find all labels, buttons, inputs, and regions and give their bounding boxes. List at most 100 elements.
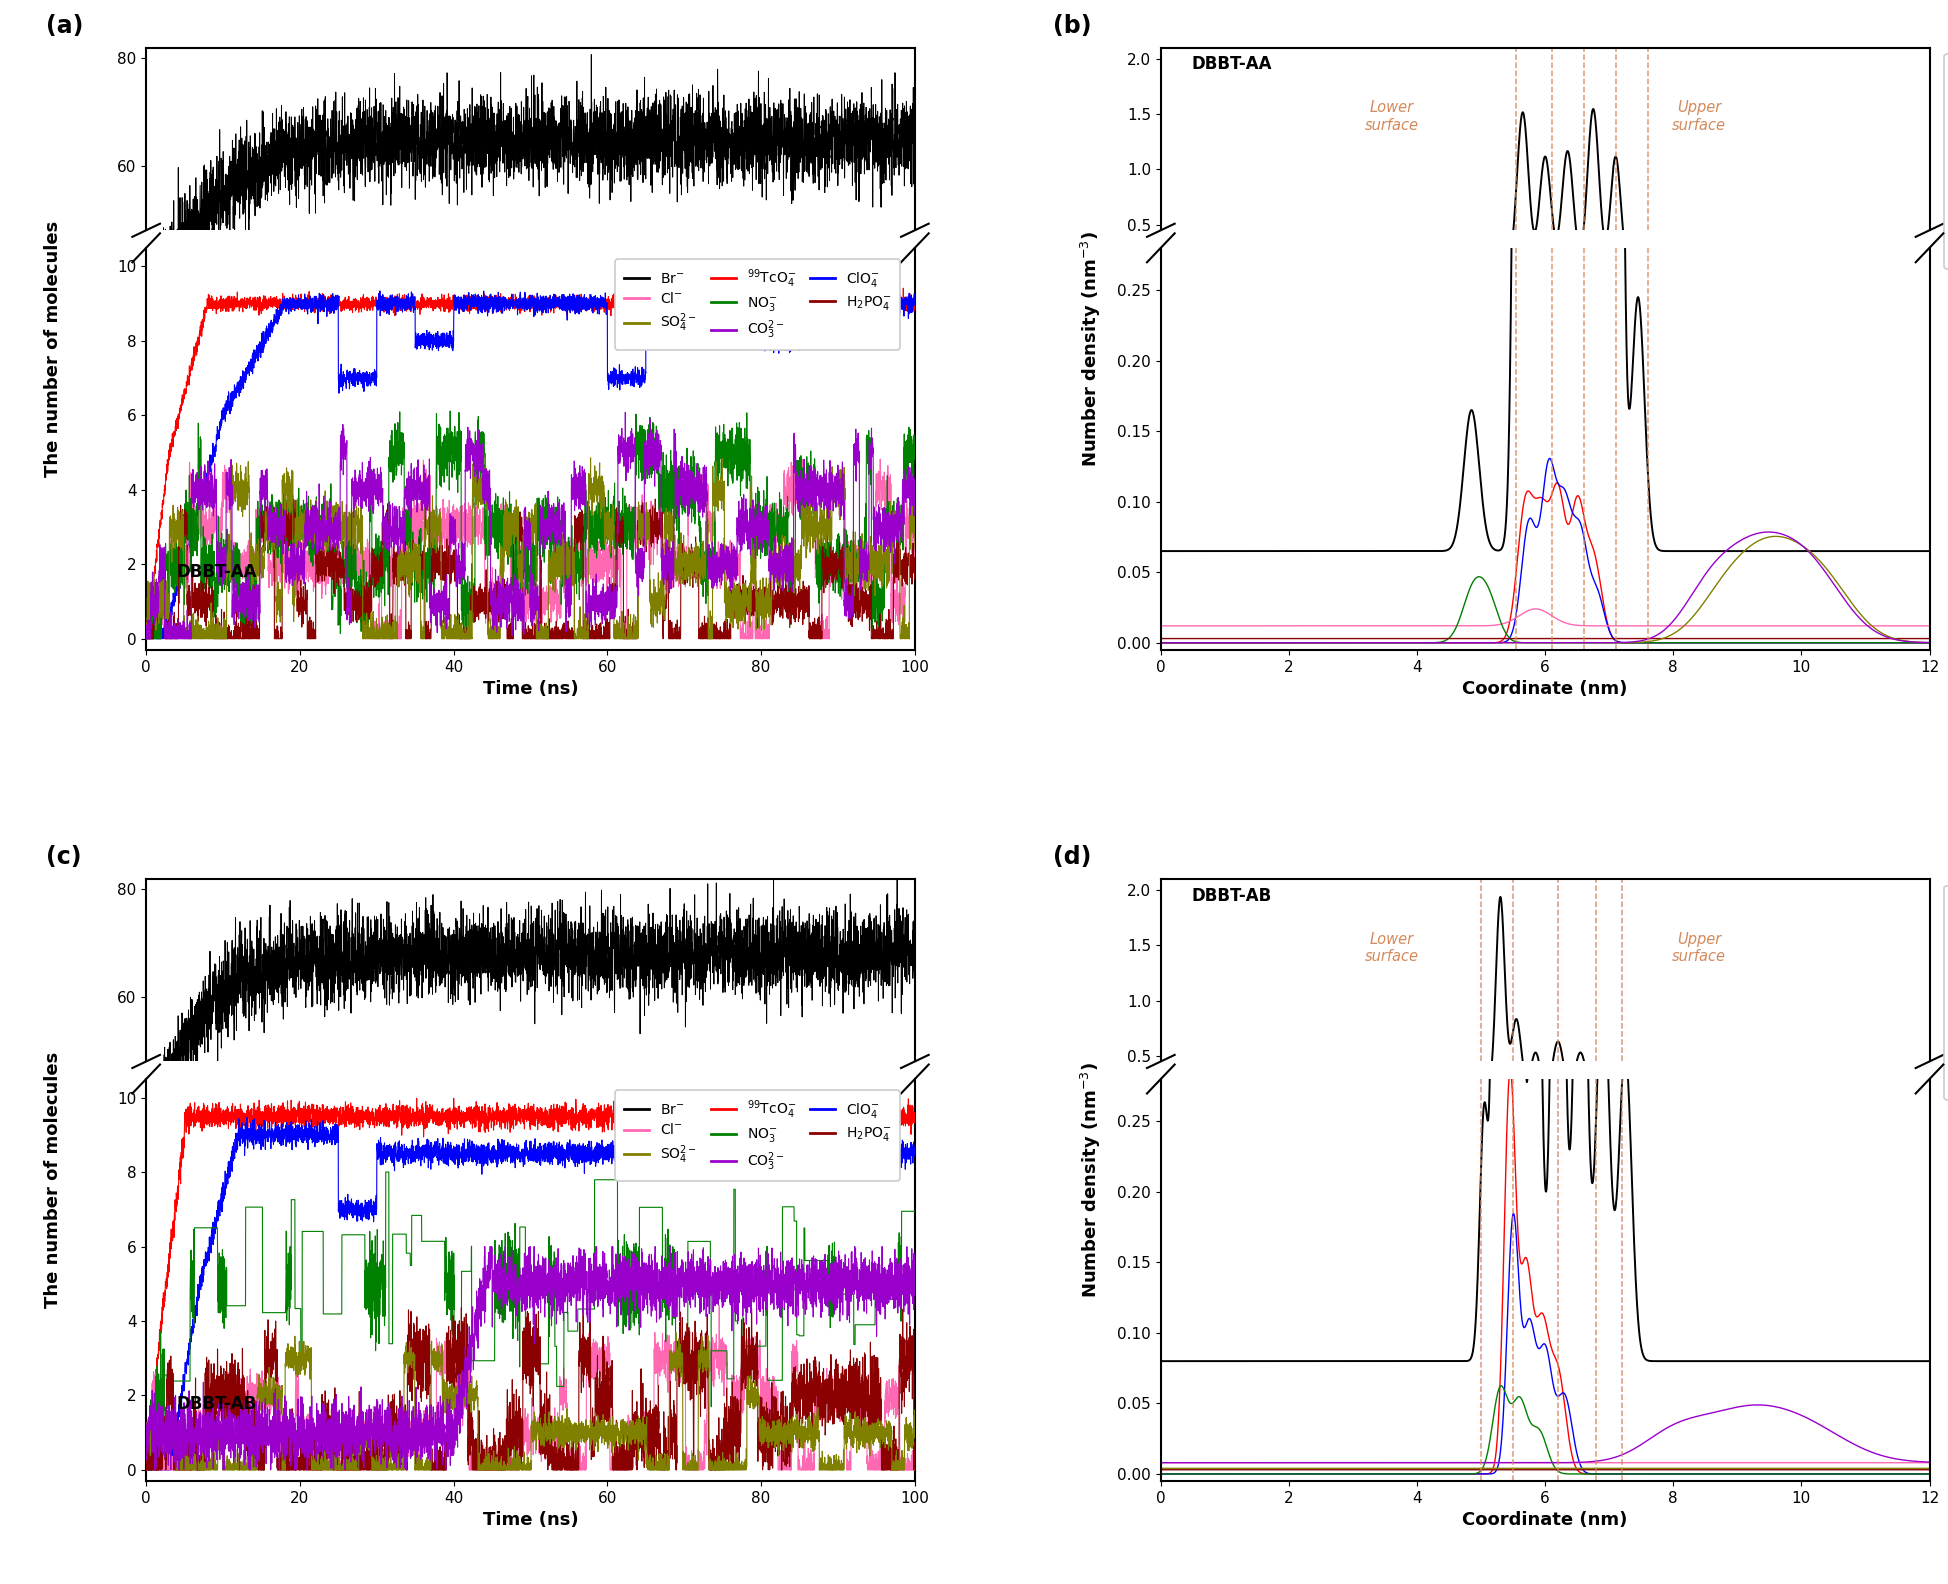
H$_2$PO$_4^{-}$ <box>1895 1460 1919 1479</box>
SO$_4^{2-}$ <box>1521 1459 1545 1478</box>
Text: Lower
surface: Lower surface <box>1364 931 1418 965</box>
Legend: Br$^{-}$, Cl$^{-}$, SO$_4^{2-}$, $^{99}$TcO$_4^{-}$, NO$_3^{-}$, CO$_3^{2-}$, Cl: Br$^{-}$, Cl$^{-}$, SO$_4^{2-}$, $^{99}$… <box>616 1090 900 1182</box>
Cl$^{-}$ <box>1523 599 1547 618</box>
H$_2$PO$_4^{-}$ <box>1502 1460 1525 1479</box>
ClO$_4^{-}$ <box>1895 1465 1919 1484</box>
CO$_3^{2-}$ <box>1895 632 1919 651</box>
CO$_3^{2-}$ <box>1521 1453 1545 1472</box>
$^{99}$TcO$_4^{-}$ <box>1149 1465 1173 1484</box>
H$_2$PO$_4^{-}$ <box>1521 1460 1545 1479</box>
NO$_3^{-}$ <box>1907 634 1930 653</box>
ClO$_4^{-}$ <box>1188 1465 1212 1484</box>
ClO$_4^{-}$ <box>1521 516 1545 535</box>
Text: DBBT-AB: DBBT-AB <box>1190 887 1272 904</box>
Cl$^{-}$ <box>1895 616 1919 635</box>
ClO$_4^{-}$ <box>1502 1209 1525 1228</box>
CO$_3^{2-}$ <box>1753 523 1777 542</box>
Line: CO$_3^{2-}$: CO$_3^{2-}$ <box>1161 532 1929 643</box>
Legend: Br$^{-}$, Cl$^{-}$, SO$_4^{2-}$, $^{99}$TcO$_4^{-}$, NO$_3^{-}$, CO$_3^{2-}$, Cl: Br$^{-}$, Cl$^{-}$, SO$_4^{2-}$, $^{99}$… <box>616 258 900 350</box>
NO$_3^{-}$ <box>1488 1376 1512 1396</box>
SO$_4^{2-}$ <box>1149 1459 1173 1478</box>
ClO$_4^{-}$ <box>1917 634 1940 653</box>
Br$^{-}$ <box>1895 1351 1919 1370</box>
H$_2$PO$_4^{-}$ <box>1149 629 1173 648</box>
CO$_3^{2-}$ <box>1521 634 1545 653</box>
H$_2$PO$_4^{-}$ <box>1917 629 1940 648</box>
X-axis label: Coordinate (nm): Coordinate (nm) <box>1461 680 1627 699</box>
ClO$_4^{-}$ <box>1149 1465 1173 1484</box>
NO$_3^{-}$ <box>1895 1465 1919 1484</box>
$^{99}$TcO$_4^{-}$ <box>1149 634 1173 653</box>
Cl$^{-}$ <box>1917 616 1940 635</box>
SO$_4^{2-}$ <box>1149 634 1173 653</box>
X-axis label: Time (ns): Time (ns) <box>483 1511 579 1529</box>
SO$_4^{2-}$ <box>1917 1459 1940 1478</box>
Br$^{-}$ <box>1188 542 1212 561</box>
Text: (d): (d) <box>1052 846 1091 870</box>
Br$^{-}$ <box>1149 1351 1173 1370</box>
Line: ClO$_4^{-}$: ClO$_4^{-}$ <box>1161 1213 1929 1475</box>
CO$_3^{2-}$ <box>1502 1453 1525 1472</box>
CO$_3^{2-}$ <box>1149 1453 1173 1472</box>
Br$^{-}$ <box>1917 1351 1940 1370</box>
Cl$^{-}$ <box>1149 616 1173 635</box>
CO$_3^{2-}$ <box>1895 1451 1919 1470</box>
NO$_3^{-}$ <box>1895 634 1919 653</box>
NO$_3^{-}$ <box>1895 1465 1919 1484</box>
Text: Lower
surface: Lower surface <box>1364 100 1418 133</box>
Br$^{-}$ <box>1753 542 1777 561</box>
NO$_3^{-}$ <box>1917 634 1940 653</box>
$^{99}$TcO$_4^{-}$ <box>1917 1465 1940 1484</box>
Text: (a): (a) <box>47 14 84 38</box>
NO$_3^{-}$ <box>1753 634 1777 653</box>
Br$^{-}$ <box>1895 542 1919 561</box>
Cl$^{-}$ <box>1149 1453 1173 1472</box>
Cl$^{-}$ <box>1502 610 1525 629</box>
$^{99}$TcO$_4^{-}$ <box>1895 634 1919 653</box>
$^{99}$TcO$_4^{-}$ <box>1917 634 1940 653</box>
H$_2$PO$_4^{-}$ <box>1521 629 1545 648</box>
SO$_4^{2-}$ <box>1895 632 1919 651</box>
Cl$^{-}$ <box>1917 1453 1940 1472</box>
$^{99}$TcO$_4^{-}$ <box>1502 581 1525 600</box>
CO$_3^{2-}$ <box>1745 1396 1769 1415</box>
NO$_3^{-}$ <box>1188 634 1212 653</box>
$^{99}$TcO$_4^{-}$ <box>1502 1139 1525 1158</box>
SO$_4^{2-}$ <box>1763 527 1786 546</box>
CO$_3^{2-}$ <box>1895 632 1919 651</box>
ClO$_4^{-}$ <box>1537 448 1560 467</box>
$^{99}$TcO$_4^{-}$ <box>1188 634 1212 653</box>
Cl$^{-}$ <box>1521 1453 1545 1472</box>
Line: SO$_4^{2-}$: SO$_4^{2-}$ <box>1161 537 1929 643</box>
Line: Br$^{-}$: Br$^{-}$ <box>1161 0 1929 551</box>
ClO$_4^{-}$ <box>1895 1465 1919 1484</box>
Br$^{-}$ <box>1521 19 1545 38</box>
$^{99}$TcO$_4^{-}$ <box>1895 634 1919 653</box>
Text: The number of molecules: The number of molecules <box>43 1052 62 1308</box>
ClO$_4^{-}$ <box>1523 1329 1547 1348</box>
SO$_4^{2-}$ <box>1502 1459 1525 1478</box>
$^{99}$TcO$_4^{-}$ <box>1895 1465 1919 1484</box>
SO$_4^{2-}$ <box>1893 1459 1917 1478</box>
NO$_3^{-}$ <box>1895 634 1919 653</box>
Cl$^{-}$ <box>1753 616 1777 635</box>
H$_2$PO$_4^{-}$ <box>1893 629 1917 648</box>
Text: Number density (nm$^{-3}$): Number density (nm$^{-3}$) <box>1077 1061 1103 1297</box>
Cl$^{-}$ <box>1521 599 1545 618</box>
NO$_3^{-}$ <box>1502 1391 1525 1410</box>
NO$_3^{-}$ <box>1917 1465 1940 1484</box>
Cl$^{-}$ <box>1188 1453 1212 1472</box>
ClO$_4^{-}$ <box>1149 634 1173 653</box>
$^{99}$TcO$_4^{-}$ <box>1523 1304 1547 1323</box>
CO$_3^{2-}$ <box>1188 634 1212 653</box>
CO$_3^{2-}$ <box>1188 1453 1212 1472</box>
Cl$^{-}$ <box>1895 616 1919 635</box>
CO$_3^{2-}$ <box>1502 634 1525 653</box>
Cl$^{-}$ <box>1188 616 1212 635</box>
Line: NO$_3^{-}$: NO$_3^{-}$ <box>1161 577 1929 643</box>
Legend: Br$^{-}$, $^{99}$TcO$_4^{-}$, ClO$_4^{-}$, Cl$^{-}$, NO$_3^{-}$, H$_2$PO$_4^{-}$: Br$^{-}$, $^{99}$TcO$_4^{-}$, ClO$_4^{-}… <box>1944 54 1948 269</box>
X-axis label: Coordinate (nm): Coordinate (nm) <box>1461 1511 1627 1529</box>
Br$^{-}$ <box>1149 542 1173 561</box>
ClO$_4^{-}$ <box>1917 1465 1940 1484</box>
$^{99}$TcO$_4^{-}$ <box>1521 488 1545 507</box>
